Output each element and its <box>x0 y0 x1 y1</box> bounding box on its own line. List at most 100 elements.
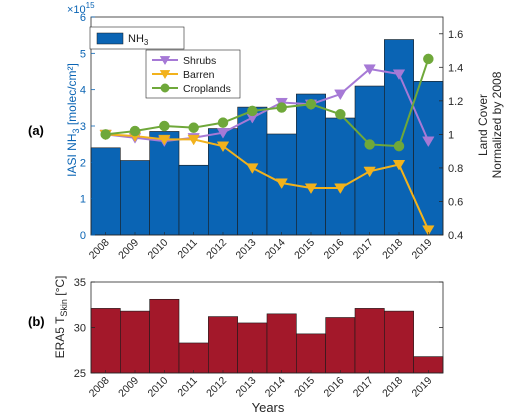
barren-point-2010 <box>158 134 171 146</box>
tskin-bar-2014 <box>266 313 297 374</box>
right-axis-label-line1: Land Cover <box>476 94 490 156</box>
left-axis-label: IASI NH3 [molec/cm²] <box>65 63 81 177</box>
croplands-point-2013 <box>247 105 258 117</box>
tskin-bar-2013 <box>237 322 268 374</box>
croplands-series <box>100 53 434 152</box>
shrubs-legend-label: Shrubs <box>183 55 216 67</box>
tskin-bar-2015 <box>296 333 326 374</box>
barren-legend-label: Barren <box>183 69 215 81</box>
nh3-bar-2010 <box>149 131 180 236</box>
panel-b-y-axis-label: ERA5 TSkin [°C] <box>53 276 69 359</box>
barren-series <box>99 129 435 236</box>
b-x-tick-label: 2019 <box>409 375 434 400</box>
croplands-point-2018 <box>393 140 405 152</box>
nh3-bar-2008 <box>90 147 121 236</box>
a-right-tick-label: 0.4 <box>448 230 463 242</box>
a-x-tick-label: 2010 <box>145 237 170 262</box>
croplands-point-2016 <box>335 109 346 120</box>
panel-b: (b) 2008 2009 2010 2011 2012 2013 2014 2015 2016… <box>28 276 444 415</box>
a-x-tick-label: 2012 <box>204 237 229 262</box>
b-y-tick-label: 30 <box>74 323 86 335</box>
tskin-bar-2012 <box>208 316 238 374</box>
croplands-point-2011 <box>188 122 199 133</box>
a-x-tick-label: 2013 <box>233 237 258 262</box>
a-right-tick-label: 1.2 <box>448 96 463 108</box>
b-x-tick-label: 2008 <box>87 375 112 400</box>
a-x-tick-label: 2018 <box>380 237 405 262</box>
right-axis-label-line2: Normalized by 2008 <box>490 71 504 178</box>
shrubs-legend-marker <box>159 56 171 66</box>
b-x-tick-label: 2012 <box>204 375 229 400</box>
b-x-tick-label: 2010 <box>145 375 170 400</box>
nh3-bar-2017 <box>354 85 385 236</box>
panel-a-left-y-ticks: 0 1 2 3 4 5 6 <box>80 12 95 242</box>
a-x-tick-label: 2014 <box>263 237 288 262</box>
croplands-point-2008 <box>100 129 111 140</box>
panel-b-x-axis-label: Years <box>252 400 285 415</box>
a-x-tick-label: 2009 <box>116 237 141 262</box>
a-x-tick-label: 2015 <box>292 237 317 262</box>
b-y-tick-label: 35 <box>74 277 86 289</box>
croplands-legend-label: Croplands <box>183 83 231 95</box>
barren-point-2017 <box>363 166 376 178</box>
barren-point-2016 <box>334 183 347 195</box>
a-left-tick-label: 2 <box>80 157 86 169</box>
barren-legend-marker <box>159 70 171 80</box>
nh3-legend-swatch <box>96 32 124 45</box>
b-x-tick-label: 2018 <box>380 375 405 400</box>
a-left-tick-label: 0 <box>80 230 86 242</box>
nh3-bar-2016 <box>325 117 356 236</box>
b-x-tick-label: 2011 <box>175 375 200 400</box>
nh3-legend: NH3 <box>89 26 185 50</box>
a-left-tick-label: 4 <box>80 85 86 97</box>
b-x-tick-label: 2015 <box>292 375 317 400</box>
panel-b-tag: (b) <box>28 314 45 329</box>
a-x-tick-label: 2019 <box>409 237 434 262</box>
b-x-tick-label: 2016 <box>321 375 346 400</box>
nh3-bar-2019 <box>413 81 444 236</box>
panel-a-tag: (a) <box>28 123 44 138</box>
nh3-bars <box>90 39 444 236</box>
shrubs-point-2017 <box>363 64 376 75</box>
tskin-bar-2008 <box>90 308 121 374</box>
barren-point-2013 <box>246 163 259 174</box>
a-left-tick-label: 1 <box>80 194 86 206</box>
tskin-bar-2018 <box>384 310 414 374</box>
a-x-tick-label: 2008 <box>87 237 112 262</box>
tskin-bar-2017 <box>354 308 385 374</box>
a-left-tick-label: 3 <box>80 121 86 133</box>
a-left-tick-label: 5 <box>80 48 86 60</box>
barren-point-2018 <box>392 160 406 171</box>
panel-a: (a) 2008 2009 2010 2011 2012 2013 2014 2015 2016… <box>28 1 504 262</box>
tskin-bar-2016 <box>325 317 356 374</box>
panel-a-right-y-ticks: 0.4 0.6 0.8 1 1.2 1.4 1.6 <box>439 29 463 242</box>
land-cover-lines <box>99 53 435 236</box>
panel-a-x-ticks: 2008 2009 2010 2011 2012 2013 2014 2015 2016 2017… <box>87 232 435 262</box>
nh3-bar-2011 <box>178 164 209 236</box>
b-x-tick-label: 2017 <box>351 375 376 400</box>
a-x-tick-label: 2011 <box>175 237 200 262</box>
croplands-point-2014 <box>276 102 287 113</box>
shrubs-point-2016 <box>334 89 347 101</box>
a-right-tick-label: 0.8 <box>448 163 463 175</box>
land-cover-legend: Shrubs Barren Croplands <box>145 49 241 99</box>
panel-b-x-ticks: 2008 2009 2010 2011 2012 2013 2014 2015 2016 2017… <box>87 370 435 400</box>
croplands-point-2019 <box>423 53 434 65</box>
a-right-tick-label: 1 <box>448 129 454 141</box>
panel-b-y-ticks: 25 30 35 <box>74 277 443 380</box>
barren-point-2015 <box>304 183 318 195</box>
barren-line <box>105 133 430 231</box>
left-axis-exponent: ×1015 <box>67 1 95 16</box>
tskin-bar-2010 <box>149 298 180 374</box>
croplands-legend-marker <box>160 83 170 93</box>
b-y-tick-label: 25 <box>74 368 86 380</box>
barren-point-2014 <box>275 178 288 189</box>
croplands-point-2012 <box>217 117 229 128</box>
a-right-tick-label: 0.6 <box>448 196 463 208</box>
b-x-tick-label: 2009 <box>116 375 141 400</box>
a-x-tick-label: 2017 <box>351 237 376 262</box>
croplands-point-2010 <box>159 120 170 132</box>
barren-point-2019 <box>422 225 435 236</box>
croplands-point-2017 <box>364 139 375 150</box>
